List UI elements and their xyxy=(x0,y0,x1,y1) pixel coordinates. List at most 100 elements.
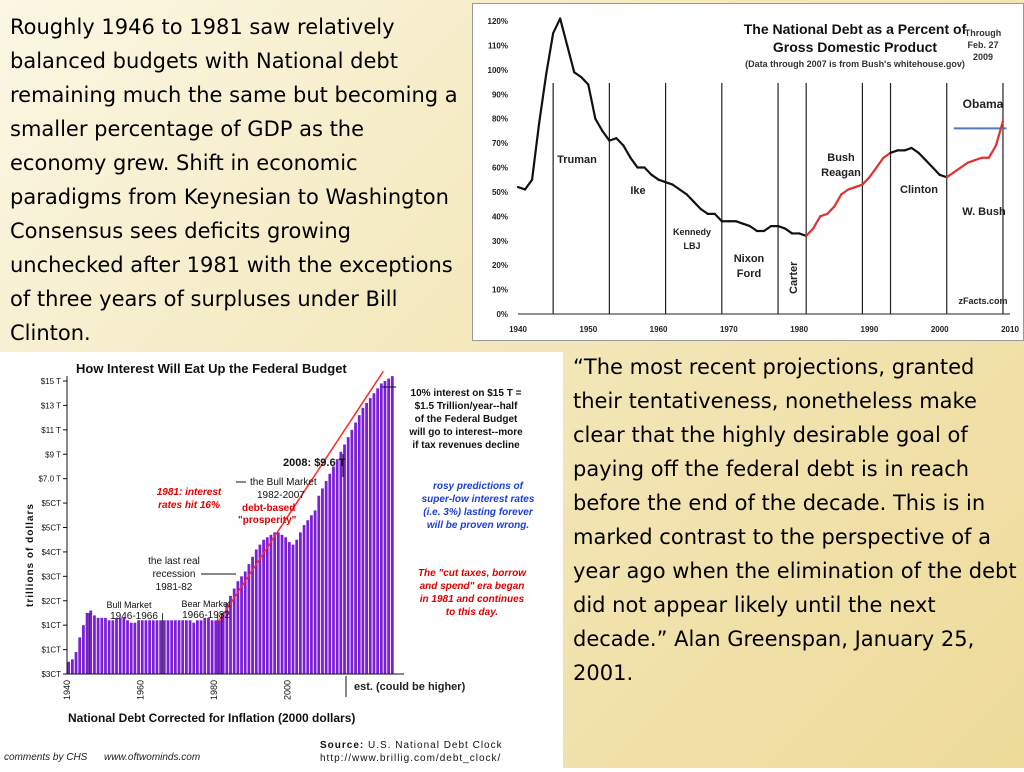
debt-gdp-line-segment xyxy=(615,137,625,147)
debt-bar xyxy=(218,620,221,674)
debt-gdp-line-segment xyxy=(882,151,892,159)
annotation-rosy-line4: will be proven wrong. xyxy=(427,520,529,531)
label-ike: Ike xyxy=(630,185,645,197)
chart2-title: How Interest Will Eat Up the Federal Bud… xyxy=(76,361,347,376)
debt-bar xyxy=(221,612,225,674)
debt-bar xyxy=(137,620,140,674)
debt-bar xyxy=(70,659,74,674)
debt-gdp-line-segment xyxy=(594,117,604,132)
annotation-top-line3: of the Federal Budget xyxy=(415,414,518,425)
y-tick-label: $11 T xyxy=(41,426,61,435)
chart1-note-line1: Through xyxy=(965,28,1002,38)
debt-bar xyxy=(173,620,177,674)
x-tick-label: 2000 xyxy=(931,325,949,334)
debt-bar xyxy=(100,617,104,674)
label-ford: Ford xyxy=(737,268,761,280)
annotation-bull-1946-years: 1946-1966 xyxy=(110,611,158,622)
debt-gdp-line-segment xyxy=(924,159,934,169)
y-tick-label: 40% xyxy=(492,212,508,221)
annotation-bull-1946: Bull Market xyxy=(106,600,152,610)
debt-bar xyxy=(251,556,254,674)
y-tick-label: 80% xyxy=(492,115,508,124)
y-tick-label: 70% xyxy=(492,139,508,148)
debt-bar xyxy=(390,376,394,674)
debt-gdp-line-segment xyxy=(959,161,969,169)
label-nixon: Nixon xyxy=(734,253,765,265)
annotation-bear-1966: Bear Market xyxy=(181,599,231,609)
debt-gdp-line-segment xyxy=(945,171,955,179)
debt-bar xyxy=(287,542,291,674)
chart2-ylabel: trillions of dollars xyxy=(25,503,36,607)
debt-gdp-line-segment xyxy=(537,73,548,125)
debt-gdp-line-segment xyxy=(819,212,829,218)
footer-source-url: http://www.brillig.com/debt_clock/ xyxy=(320,753,502,764)
debt-gdp-line-segment xyxy=(973,156,983,162)
annotation-rosy-line2: super-low interest rates xyxy=(422,494,535,505)
label-obama: Obama xyxy=(963,97,1004,111)
debt-bar xyxy=(203,617,207,674)
debt-gdp-line-segment xyxy=(910,146,920,154)
debt-gdp-line-segment xyxy=(861,176,871,186)
debt-gdp-line-segment xyxy=(523,178,534,191)
debt-bar xyxy=(339,451,343,674)
debt-bar xyxy=(236,581,240,674)
debt-bar xyxy=(383,381,387,674)
debt-bar xyxy=(122,617,126,674)
label-truman: Truman xyxy=(557,154,597,166)
debt-bar xyxy=(354,422,357,674)
debt-bar xyxy=(247,564,251,674)
footer-source-label: Source: xyxy=(320,740,365,751)
y-tick-label: $3CT xyxy=(41,670,61,679)
debt-bar xyxy=(291,544,295,674)
debt-gdp-line-segment xyxy=(826,205,836,215)
chart1-title-line2: Gross Domestic Product xyxy=(773,39,937,55)
y-tick-label: $3CT xyxy=(41,572,61,581)
annotation-top-line5: if tax revenues decline xyxy=(412,440,520,451)
y-tick-label: $2CT xyxy=(41,597,61,606)
debt-bar xyxy=(115,617,118,674)
annotation-cut-line2: and spend" era began xyxy=(420,581,525,592)
debt-bar xyxy=(144,620,148,674)
annotation-bear-1966-years: 1966-1982 xyxy=(182,610,230,621)
debt-gdp-line-segment xyxy=(580,76,590,86)
debt-gdp-line-segment xyxy=(699,207,709,215)
y-tick-label: 20% xyxy=(492,261,508,270)
y-tick-label: $15 T xyxy=(41,377,61,386)
debt-bar xyxy=(321,488,324,674)
debt-gdp-line-segment xyxy=(762,225,773,233)
debt-bar xyxy=(96,617,100,674)
debt-gdp-line-segment xyxy=(573,71,583,79)
debt-gdp-line-segment xyxy=(601,129,611,142)
debt-bar xyxy=(357,415,361,674)
annotation-recession-line3: 1981-82 xyxy=(156,582,193,593)
y-tick-label: $7.0 T xyxy=(38,475,61,484)
debt-gdp-line-segment xyxy=(952,166,962,174)
x-tick-label: 1970 xyxy=(720,325,738,334)
debt-gdp-line-segment xyxy=(650,173,660,181)
debt-gdp-line-segment xyxy=(783,227,794,235)
debt-bar xyxy=(74,652,78,674)
debt-bar xyxy=(379,383,383,674)
debt-bar xyxy=(151,620,155,674)
debt-bar xyxy=(232,588,236,674)
debt-bar xyxy=(284,537,288,674)
debt-gdp-line-segment xyxy=(776,225,787,230)
debt-bar xyxy=(346,437,350,674)
debt-gdp-line-segment xyxy=(559,17,569,47)
debt-bar xyxy=(210,620,214,674)
debt-bar xyxy=(111,620,115,674)
chart1-note-line2: Feb. 27 xyxy=(967,40,998,50)
debt-bar xyxy=(181,620,185,674)
debt-gdp-line-segment xyxy=(685,193,695,203)
debt-gdp-line-segment xyxy=(868,166,878,179)
debt-gdp-line-segment xyxy=(931,166,941,176)
annotation-cut-line4: to this day. xyxy=(446,607,498,618)
debt-bar xyxy=(133,622,137,674)
debt-gdp-line-segment xyxy=(840,188,850,196)
annotation-top-line2: $1.5 Trillion/year--half xyxy=(415,401,518,412)
debt-bar xyxy=(177,620,181,674)
debt-bar xyxy=(207,617,210,674)
annotation-bull-years: 1982-2007 xyxy=(257,490,305,501)
annotation-cut-line3: in 1981 and continues xyxy=(420,594,525,605)
chart1-source: zFacts.com xyxy=(958,296,1007,306)
